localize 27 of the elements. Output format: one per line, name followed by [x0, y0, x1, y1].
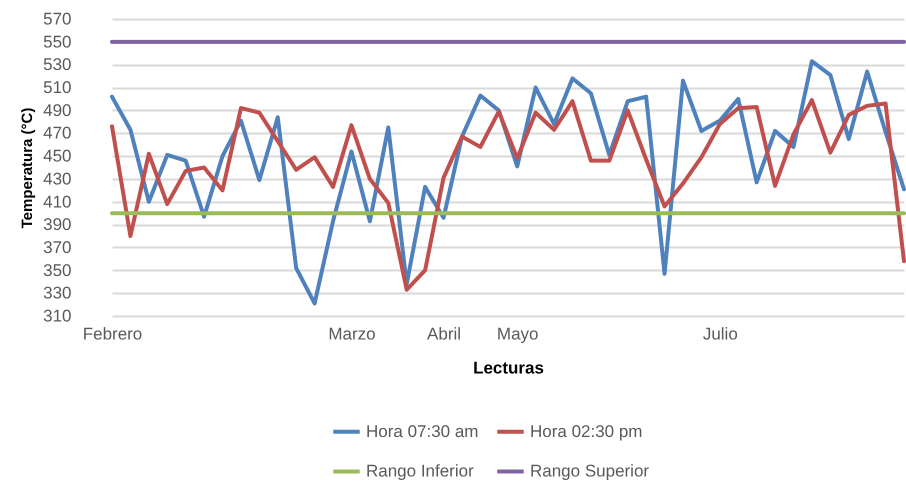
y-tick-label: 490 — [43, 100, 72, 120]
y-tick-label: 570 — [43, 10, 72, 28]
legend-label: Hora 02:30 pm — [530, 422, 642, 441]
y-tick-label: 390 — [43, 215, 72, 234]
y-tick-label: 550 — [43, 32, 72, 52]
line-series — [110, 59, 906, 306]
x-tick-label: Mayo — [496, 324, 538, 344]
x-tick-label: Julio — [702, 324, 738, 344]
x-tick-label: Abril — [427, 324, 462, 344]
y-tick-label: 310 — [43, 306, 72, 326]
y-tick-label: 470 — [43, 124, 72, 143]
x-tick-label: Febrero — [82, 324, 142, 344]
y-tick-label: 430 — [43, 169, 72, 188]
line-series — [110, 98, 906, 292]
y-tick-label: 350 — [43, 260, 72, 280]
y-tick-label: 370 — [43, 238, 72, 257]
legend-label: Hora 07:30 am — [366, 422, 478, 441]
y-tick-label: 450 — [43, 146, 72, 166]
y-tick-label: 330 — [43, 284, 72, 303]
y-axis-title: Temperatura (°C) — [19, 108, 36, 228]
legend-label: Rango Superior — [530, 462, 650, 480]
x-axis-title: Lecturas — [473, 358, 544, 378]
y-tick-label: 410 — [43, 192, 72, 212]
x-tick-label: Marzo — [328, 324, 376, 344]
y-tick-label: 510 — [43, 78, 72, 98]
legend-label: Rango Inferior — [366, 462, 474, 480]
y-tick-label: 530 — [43, 55, 72, 74]
